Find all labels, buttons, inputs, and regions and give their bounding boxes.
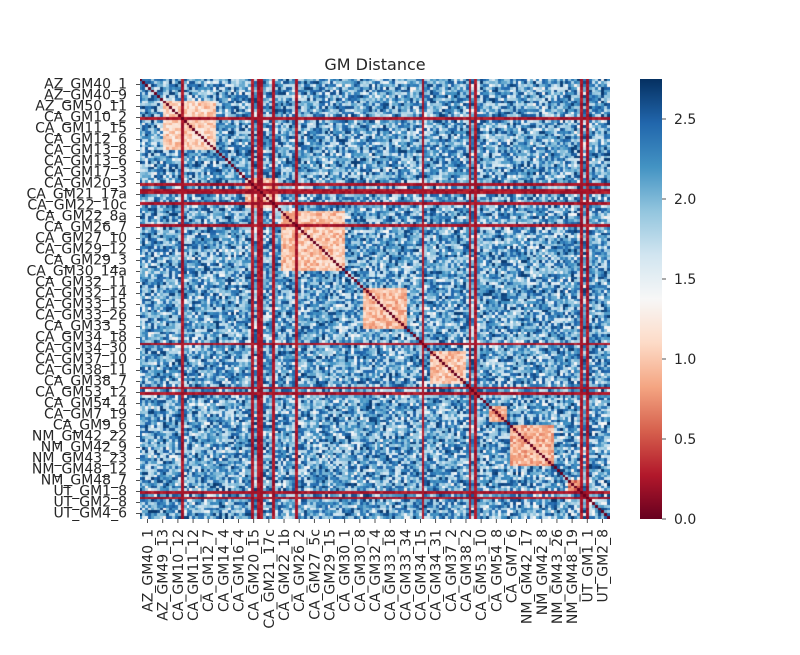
x-tick-label: CA_GM34_31 [429, 529, 445, 621]
x-tick-label: CA_GM54_8 [489, 529, 505, 612]
x-tick-label: CA_GM26_2 [292, 529, 308, 612]
y-tick-label: CA_GM12_6 [44, 132, 127, 148]
x-tick-label: CA_GM27_5c [307, 529, 323, 620]
y-tick-label: CA_GM38_11 [35, 363, 127, 379]
y-tick-label: CA_GM26_7 [44, 220, 127, 236]
y-tick-label: CA_GM22_10c [27, 198, 127, 214]
y-tick-label: CA_GM27_10 [35, 231, 127, 247]
y-tick-label: NM_GM48_12 [32, 462, 127, 478]
y-tick-label: AZ_GM40_1 [44, 77, 127, 93]
y-tick-label: CA_GM34_30 [35, 341, 127, 357]
colorbar-tick-label: 2.5 [674, 112, 696, 128]
y-tick-label: CA_GM32_14 [35, 286, 127, 302]
x-tick-label: CA_GM16_4 [232, 529, 248, 612]
y-tick-label: AZ_GM40_9 [44, 88, 127, 104]
heatmap-cells [140, 79, 610, 519]
x-tick-label: CA_GM22_1b [277, 529, 293, 621]
colorbar: 0.0 0.5 1.0 1.5 2.0 2.5 [640, 79, 696, 528]
y-tick-label: CA_GM13_6 [44, 154, 127, 170]
x-tick-label: CA_GM33_18 [383, 529, 399, 621]
x-tick-label: CA_GM33_34 [398, 529, 414, 621]
y-tick-label: CA_GM29_12 [35, 242, 127, 258]
x-tick-label: CA_GM30_8 [353, 529, 369, 612]
y-tick-label: UT_GM1_8 [53, 484, 127, 500]
y-tick-label: NM_GM42_9 [41, 440, 127, 456]
y-tick-label: CA_GM22_8a [35, 209, 127, 225]
x-tick-label: CA_GM38_2 [459, 529, 475, 612]
x-tick-label: CA_GM29_15 [323, 529, 339, 621]
y-tick-label: CA_GM33_26 [35, 308, 127, 324]
colorbar-tick-label: 0.5 [674, 432, 696, 448]
y-tick-label: NM_GM48_7 [41, 473, 127, 489]
x-tick-label: CA_GM21_17c [262, 529, 278, 629]
y-tick-label: CA_GM13_8 [44, 143, 127, 159]
colorbar-tick-label: 2.0 [674, 192, 696, 208]
y-tick-label: CA_GM17_3 [44, 165, 127, 181]
x-tick-label: CA_GM20_15 [247, 529, 263, 621]
x-tick-label: NM_GM48_19 [565, 529, 581, 624]
x-tick-label: UT_GM2_8 [595, 529, 611, 603]
x-tick-label: CA_GM12_7 [201, 529, 217, 612]
y-tick-label: CA_GM33_5 [44, 319, 127, 335]
y-tick-label: CA_GM37_10 [35, 352, 127, 368]
x-tick-label: UT_GM1_1 [580, 529, 596, 603]
y-tick-label: UT_GM2_8 [53, 495, 127, 511]
x-tick-label: CA_GM30_1 [338, 529, 354, 612]
x-tick-label: CA_GM14_4 [216, 529, 232, 612]
y-tick-labels: AZ_GM40_1AZ_GM40_9AZ_GM50_11CA_GM10_2CA_… [27, 77, 140, 522]
x-tick-label: NM_GM43_26 [550, 529, 566, 624]
y-tick-label: CA_GM11_15 [35, 121, 127, 137]
x-tick-labels: AZ_GM40_1 AZ_GM49_13 CA_GM10_12 CA_GM11_12 C… [141, 519, 611, 629]
x-tick-label: CA_GM34_15 [413, 529, 429, 621]
y-tick-label: CA_GM34_18 [35, 330, 127, 346]
y-tick-label: CA_GM20_3 [44, 176, 127, 192]
y-tick-label: CA_GM7_19 [44, 407, 127, 423]
y-tick-label: CA_GM53_12 [35, 385, 127, 401]
y-tick-label: CA_GM33_15 [35, 297, 127, 313]
heatmap-matrix [140, 79, 610, 519]
y-tick-label: CA_GM21_17a [27, 187, 128, 203]
x-tick-label: CA_GM10_12 [171, 529, 187, 621]
y-tick-label: CA_GM29_3 [44, 253, 127, 269]
colorbar-tick-label: 0.0 [674, 512, 696, 528]
colorbar-gradient [640, 79, 662, 519]
x-tick-label: CA_GM37_2 [444, 529, 460, 612]
x-tick-label: CA_GM32_4 [368, 529, 384, 612]
x-tick-label: CA_GM11_12 [186, 529, 202, 621]
y-tick-label: CA_GM38_7 [44, 374, 127, 390]
x-tick-label: CA_GM53_10 [474, 529, 490, 621]
y-tick-label: NM_GM43_23 [32, 451, 127, 467]
y-tick-label: UT_GM4_6 [53, 506, 127, 522]
colorbar-tick-label: 1.5 [674, 272, 696, 288]
y-tick-label: CA_GM30_14a [27, 264, 128, 280]
y-tick-label: AZ_GM50_11 [35, 99, 127, 115]
y-tick-label: CA_GM32_11 [35, 275, 127, 291]
colorbar-tick-label: 1.0 [674, 352, 696, 368]
x-tick-label: NM_GM42_8 [535, 529, 551, 615]
chart-title: GM Distance [324, 55, 425, 74]
y-tick-label: CA_GM10_2 [44, 110, 127, 126]
x-tick-label: NM_GM42_17 [520, 529, 536, 624]
y-tick-label: CA_GM54_4 [44, 396, 127, 412]
y-tick-label: CA_GM9_6 [53, 418, 127, 434]
y-tick-label: NM_GM42_22 [32, 429, 127, 445]
x-tick-label: AZ_GM49_13 [156, 529, 172, 621]
x-tick-label: CA_GM7_6 [504, 529, 520, 603]
x-tick-label: AZ_GM40_1 [141, 529, 157, 612]
